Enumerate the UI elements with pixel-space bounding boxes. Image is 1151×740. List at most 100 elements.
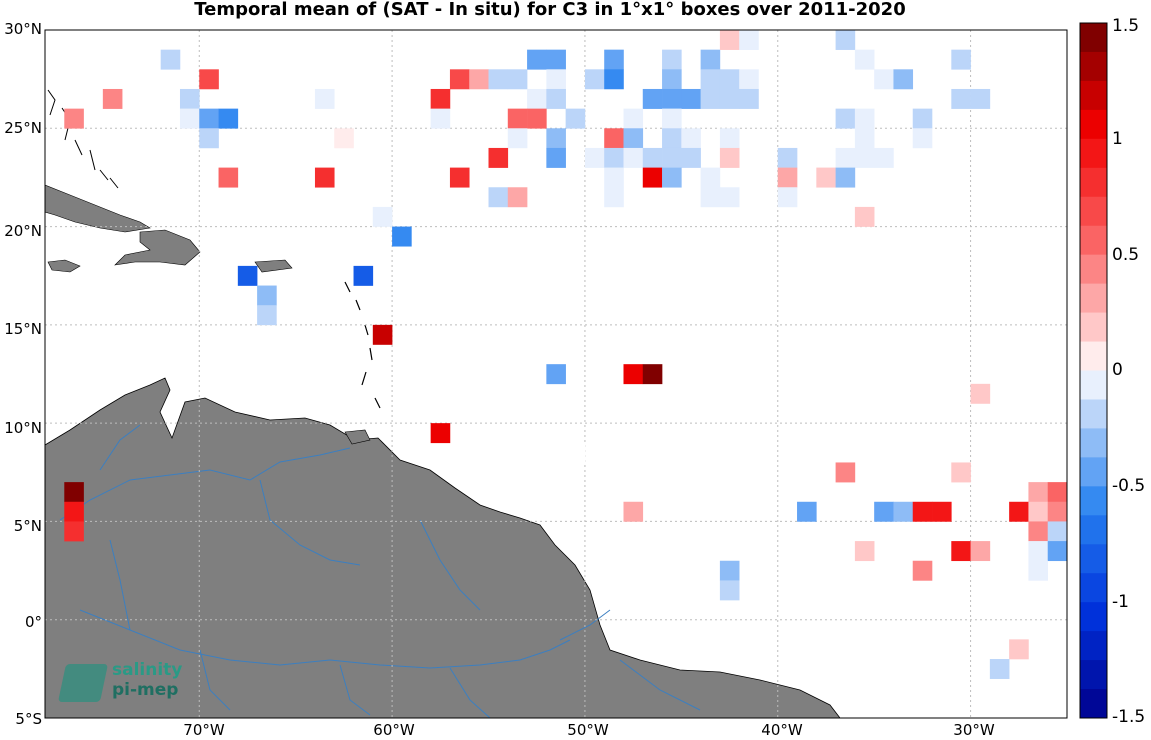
data-cell <box>623 501 644 522</box>
land-trinidad <box>344 429 371 445</box>
colorbar-segment <box>1080 660 1107 690</box>
data-cell <box>199 108 219 129</box>
data-cell <box>527 88 547 109</box>
data-cell <box>546 49 566 70</box>
data-cell <box>912 560 933 581</box>
data-cell <box>372 324 393 345</box>
data-cell <box>874 147 894 168</box>
data-cell <box>64 108 84 129</box>
land-cuba <box>45 184 151 233</box>
lon-label-50w: 50°W <box>567 721 609 739</box>
data-cell <box>893 69 914 90</box>
lat-label-20n: 20°N <box>4 222 42 240</box>
lon-label-70w: 70°W <box>183 721 225 739</box>
data-cell <box>565 442 586 463</box>
data-cell <box>854 128 875 149</box>
data-cell <box>1028 560 1049 581</box>
data-cell <box>160 49 181 70</box>
data-cell <box>527 108 547 129</box>
data-cell <box>527 49 547 70</box>
data-cell <box>623 128 644 149</box>
colorbar-segment <box>1080 283 1107 314</box>
data-cell <box>430 88 451 109</box>
data-cell <box>739 30 759 50</box>
data-cell <box>1028 482 1049 503</box>
data-cell <box>874 501 894 522</box>
data-cell <box>700 49 721 70</box>
data-cell <box>932 501 952 522</box>
colorbar-segment <box>1080 51 1107 82</box>
data-cell <box>584 69 605 90</box>
data-cell <box>700 187 721 208</box>
data-cell <box>797 501 817 522</box>
data-cell <box>584 147 605 168</box>
data-cell <box>449 167 470 188</box>
data-cell <box>604 128 624 149</box>
data-cell <box>623 364 644 385</box>
data-cell <box>507 108 528 129</box>
salinity-pi-mep-logo: salinity pi-mep <box>57 660 202 706</box>
data-cell <box>1009 639 1029 660</box>
data-cell <box>777 147 798 168</box>
colorbar-segment <box>1080 573 1107 603</box>
data-cell <box>835 167 856 188</box>
data-cell <box>662 167 682 188</box>
data-cell <box>854 147 875 168</box>
data-cell <box>488 187 509 208</box>
data-cell <box>565 108 586 129</box>
colorbar-segment <box>1080 689 1107 719</box>
data-cell <box>854 206 875 227</box>
map-title: Temporal mean of (SAT - In situ) for C3 … <box>194 0 906 20</box>
data-cell <box>816 167 836 188</box>
colorbar-label-minus-1: -1 <box>1112 592 1129 612</box>
data-cell <box>430 423 451 444</box>
data-cell <box>449 69 470 90</box>
data-cell <box>951 462 971 483</box>
colorbar-segment <box>1080 631 1107 661</box>
data-cell <box>314 88 335 109</box>
lat-label-0: 0° <box>24 613 42 631</box>
data-cell <box>970 541 991 562</box>
land-south-america <box>45 377 841 718</box>
data-cell <box>662 108 682 129</box>
data-cell <box>488 69 509 90</box>
data-cell <box>469 69 489 90</box>
data-cell <box>719 128 740 149</box>
data-cell <box>854 108 875 129</box>
data-cell <box>218 108 239 129</box>
data-cell <box>1047 521 1067 542</box>
data-cell <box>604 49 624 70</box>
colorbar-segment <box>1080 544 1107 574</box>
logo-mark-icon <box>57 664 109 702</box>
colorbar-segment <box>1080 80 1107 111</box>
data-cell <box>334 128 354 149</box>
data-cell <box>546 147 566 168</box>
data-cell <box>912 108 933 129</box>
lat-label-5s: 5°S <box>15 710 42 728</box>
data-cell <box>681 147 701 168</box>
colorbar-label-minus-1.5: -1.5 <box>1112 707 1146 727</box>
data-cell <box>546 88 566 109</box>
data-cell <box>102 88 123 109</box>
data-cell <box>719 187 740 208</box>
data-cell <box>989 659 1010 679</box>
data-cell <box>237 265 258 286</box>
land-puerto-rico <box>254 259 293 273</box>
land-jamaica <box>47 259 81 273</box>
colorbar-segment <box>1080 602 1107 632</box>
colorbar-frame <box>1079 22 1108 719</box>
lon-label-60w: 60°W <box>373 721 415 739</box>
data-cell <box>179 108 200 129</box>
data-cell <box>719 30 740 50</box>
colorbar-label-0.5: 0.5 <box>1112 245 1140 265</box>
colorbar-label-minus-0.5: -0.5 <box>1112 476 1146 496</box>
data-cell <box>700 88 721 109</box>
data-cell <box>257 285 277 306</box>
data-cell <box>662 128 682 149</box>
data-cell <box>488 147 509 168</box>
colorbar-segment <box>1080 515 1107 545</box>
data-cell <box>700 167 721 188</box>
data-cell <box>604 167 624 188</box>
land-layer <box>45 89 841 718</box>
data-cell <box>546 364 566 385</box>
